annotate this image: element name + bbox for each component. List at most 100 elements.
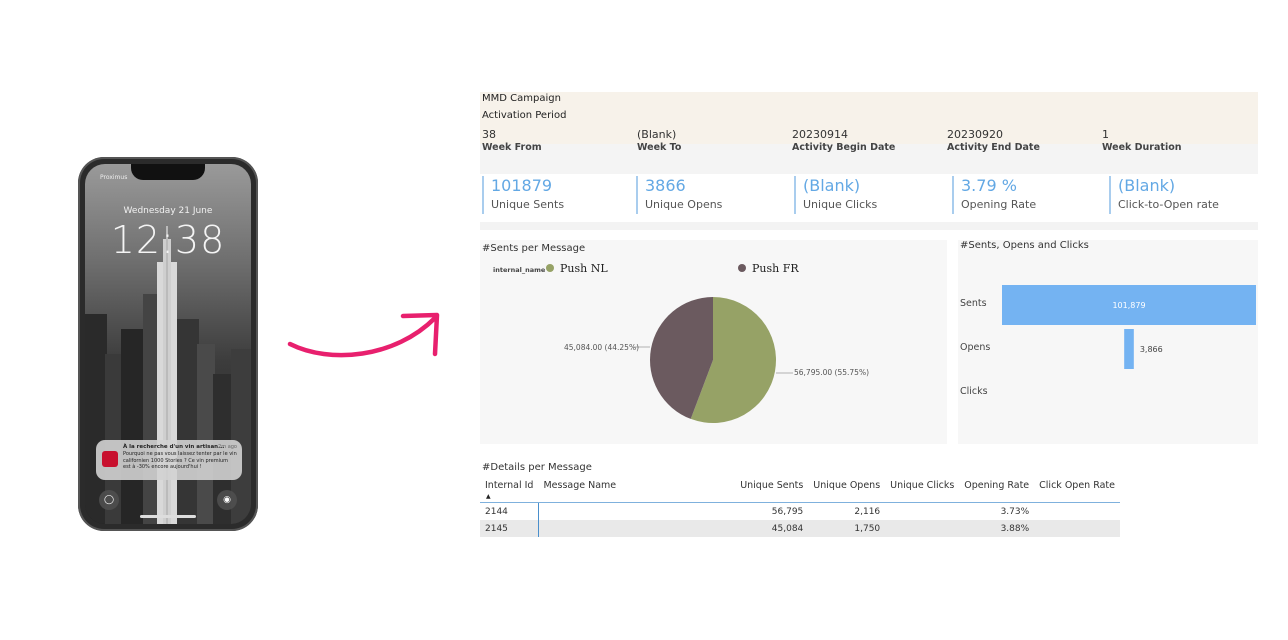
kpi-label: Unique Clicks <box>803 198 878 211</box>
arrow-icon <box>287 312 440 358</box>
legend-label: Push FR <box>752 262 799 275</box>
report-dashboard: MMD Campaign Activation Period 38 Week F… <box>480 92 1261 540</box>
bar-category-clicks: Clicks <box>960 386 988 397</box>
bar-value-label: 3,866 <box>1140 345 1163 354</box>
week-duration-card: 1 Week Duration <box>1102 128 1181 153</box>
cell-unique-sents: 56,795 <box>771 506 804 517</box>
col-unique-clicks[interactable]: Unique Clicks <box>885 480 960 503</box>
kpi-label: Opening Rate <box>961 198 1037 211</box>
notification-body: Pourquoi ne pas vous laissez tenter par … <box>123 451 237 470</box>
kpi-divider <box>480 222 1258 230</box>
activation-period-label: Activation Period <box>482 110 567 121</box>
campaign-header: MMD Campaign Activation Period <box>480 92 1258 144</box>
pie-slice-push-nl[interactable] <box>690 297 776 423</box>
table-title: #Details per Message <box>482 462 592 473</box>
lock-date: Wednesday 21 June <box>123 206 213 216</box>
cell-message-name <box>537 520 736 537</box>
cell-unique-clicks <box>885 520 960 537</box>
kpi-value: 3.79 % <box>961 176 1017 195</box>
notification-title: À la recherche d'un vin artisan... <box>123 444 225 450</box>
kpi-label: Click-to-Open rate <box>1118 198 1219 211</box>
col-unique-sents[interactable]: Unique Sents <box>735 480 809 503</box>
week-to-label: Week To <box>637 142 682 153</box>
kpi-value: 3866 <box>645 176 686 195</box>
table-header-row: Internal Id Message Name Unique Sents Un… <box>480 480 1120 503</box>
week-to-card: (Blank) Week To <box>637 128 681 153</box>
legend-item-push-fr[interactable]: Push FR <box>738 262 799 275</box>
bar-value-label: 101,879 <box>1112 301 1145 310</box>
app-icon <box>102 451 118 467</box>
kpi-label: Unique Sents <box>491 198 565 211</box>
kpi-opening-rate[interactable]: 3.79 % Opening Rate <box>952 176 1104 214</box>
pie-chart <box>633 297 793 423</box>
kpi-unique-opens[interactable]: 3866 Unique Opens <box>636 176 788 214</box>
week-from-label: Week From <box>482 142 542 153</box>
header-band <box>480 144 1258 174</box>
pie-title: #Sents per Message <box>482 243 586 254</box>
bar-sents[interactable] <box>1002 285 1256 325</box>
campaign-title: MMD Campaign <box>482 93 561 104</box>
pie-slice-label-push-fr: 45,084.00 (44.25%) <box>564 343 640 352</box>
notification-time: 2m ago <box>218 444 237 450</box>
legend-item-push-nl[interactable]: Push NL <box>546 262 608 275</box>
push-notification[interactable]: À la recherche d'un vin artisan... 2m ag… <box>96 440 242 480</box>
kpi-label: Unique Opens <box>645 198 723 211</box>
details-table: Internal Id Message Name Unique Sents Un… <box>480 480 1120 537</box>
week-duration-label: Week Duration <box>1102 142 1182 153</box>
end-date-label: Activity End Date <box>947 142 1040 153</box>
kpi-unique-clicks[interactable]: (Blank) Unique Clicks <box>794 176 946 214</box>
bar-category-opens: Opens <box>960 342 991 353</box>
col-opening-rate[interactable]: Opening Rate <box>959 480 1035 503</box>
week-from-value: 38 <box>482 128 496 141</box>
bar-title: #Sents, Opens and Clicks <box>960 240 1089 251</box>
cell-opening-rate: 3.88% <box>959 520 1035 537</box>
kpi-value: (Blank) <box>1118 176 1176 195</box>
col-internal-id[interactable]: Internal Id <box>480 480 539 503</box>
flashlight-icon[interactable]: ◯ <box>99 490 119 510</box>
begin-date-label: Activity Begin Date <box>792 142 896 153</box>
bar-opens[interactable] <box>1124 329 1134 369</box>
week-to-value: (Blank) <box>637 128 677 141</box>
col-message-name[interactable]: Message Name <box>538 480 736 503</box>
col-click-open-rate[interactable]: Click Open Rate <box>1034 480 1120 503</box>
cell-unique-opens: 2,116 <box>854 506 881 517</box>
phone-notch <box>131 164 205 180</box>
pie-slice-push-fr[interactable] <box>650 297 713 419</box>
cell-internal-id: 2144 <box>485 506 508 517</box>
carrier-label: Proximus <box>100 174 128 181</box>
pie-slice-label-push-nl: 56,795.00 (55.75%) <box>794 368 870 377</box>
week-from-card: 38 Week From <box>482 128 542 153</box>
begin-date-value: 20230914 <box>792 128 848 141</box>
week-duration-value: 1 <box>1102 128 1109 141</box>
cell-message-name <box>537 502 736 520</box>
cell-click-open-rate <box>1034 503 1120 521</box>
cell-internal-id: 2145 <box>480 520 539 537</box>
lock-time: 12:38 <box>110 218 226 262</box>
cell-unique-sents: 45,084 <box>735 520 809 537</box>
table-row[interactable]: 2144 56,795 2,116 3.73% <box>480 502 1120 521</box>
funnel-bar-chart: 101,879 3,866 <box>1002 285 1256 369</box>
legend-swatch <box>546 264 554 272</box>
end-date-value: 20230920 <box>947 128 1003 141</box>
kpi-value: 101879 <box>491 176 553 195</box>
camera-icon[interactable]: ◉ <box>217 490 237 510</box>
begin-date-card: 20230914 Activity Begin Date <box>792 128 895 153</box>
sents-per-message-panel[interactable]: #Sents per Message internal_name Push NL… <box>480 240 947 444</box>
cell-click-open-rate <box>1034 520 1120 537</box>
col-unique-opens[interactable]: Unique Opens <box>808 480 886 503</box>
kpi-unique-sents[interactable]: 101879 Unique Sents <box>482 176 634 214</box>
kpi-click-to-open-rate[interactable]: (Blank) Click-to-Open rate <box>1109 176 1261 214</box>
sort-ascending-icon[interactable]: ▲ <box>486 493 491 500</box>
cell-opening-rate: 3.73% <box>1000 506 1030 517</box>
kpi-value: (Blank) <box>803 176 861 195</box>
end-date-card: 20230920 Activity End Date <box>947 128 1040 153</box>
sents-opens-clicks-panel[interactable]: #Sents, Opens and Clicks Sents Opens Cli… <box>958 240 1258 444</box>
phone-mockup: Proximus Wednesday 21 June 12:38 À la re… <box>78 157 258 531</box>
table-row[interactable]: 2145 45,084 1,750 3.88% <box>480 520 1120 537</box>
bar-category-sents: Sents <box>960 298 987 309</box>
lock-screen: Proximus Wednesday 21 June 12:38 À la re… <box>85 164 251 524</box>
legend-swatch <box>738 264 746 272</box>
cell-unique-opens: 1,750 <box>808 520 886 537</box>
legend-title: internal_name <box>493 266 546 274</box>
home-indicator <box>140 515 196 518</box>
